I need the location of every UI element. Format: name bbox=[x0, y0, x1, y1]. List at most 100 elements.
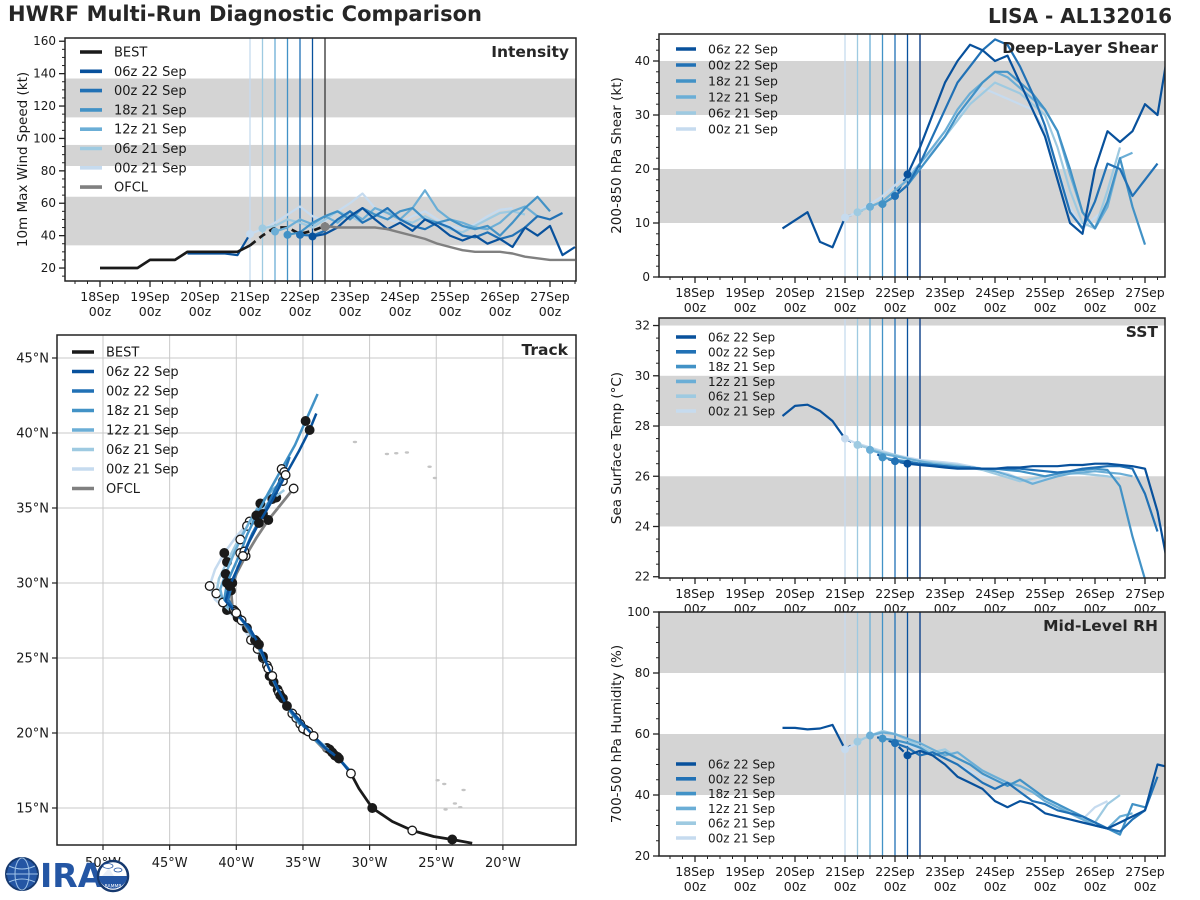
svg-text:30°N: 30°N bbox=[16, 577, 49, 592]
svg-text:35°W: 35°W bbox=[285, 856, 321, 871]
svg-text:OFCL: OFCL bbox=[114, 181, 149, 196]
svg-text:18Sep: 18Sep bbox=[675, 586, 715, 601]
svg-text:12z 21 Sep: 12z 21 Sep bbox=[708, 90, 778, 105]
svg-text:06z 22 Sep: 06z 22 Sep bbox=[708, 331, 775, 345]
svg-text:0: 0 bbox=[642, 270, 650, 284]
svg-text:00z: 00z bbox=[539, 304, 562, 319]
svg-text:21Sep: 21Sep bbox=[230, 289, 270, 304]
svg-text:Deep-Layer Shear: Deep-Layer Shear bbox=[1002, 39, 1158, 57]
intensity-legend: BEST 06z 22 Sep 00z 22 Sep 18z 21 Sep 12z 21… bbox=[80, 46, 187, 196]
svg-text:00z: 00z bbox=[684, 300, 707, 315]
svg-text:19Sep: 19Sep bbox=[130, 289, 170, 304]
svg-text:22: 22 bbox=[635, 570, 650, 584]
svg-text:18z 21 Sep: 18z 21 Sep bbox=[106, 404, 179, 419]
svg-text:12z 21 Sep: 12z 21 Sep bbox=[708, 375, 775, 389]
svg-text:21Sep: 21Sep bbox=[825, 864, 865, 879]
svg-text:00z: 00z bbox=[339, 304, 362, 319]
svg-text:10: 10 bbox=[635, 216, 650, 230]
svg-text:23Sep: 23Sep bbox=[330, 289, 370, 304]
svg-text:00z 22 Sep: 00z 22 Sep bbox=[708, 772, 775, 786]
svg-text:00z: 00z bbox=[1084, 879, 1107, 894]
svg-text:00z: 00z bbox=[239, 304, 262, 319]
svg-text:20Sep: 20Sep bbox=[180, 289, 220, 304]
svg-text:Mid-Level RH: Mid-Level RH bbox=[1043, 617, 1158, 635]
svg-text:200-850 hPa Shear (kt): 200-850 hPa Shear (kt) bbox=[609, 77, 625, 234]
svg-text:00z 21 Sep: 00z 21 Sep bbox=[708, 405, 775, 419]
svg-text:22Sep: 22Sep bbox=[875, 864, 915, 879]
svg-text:06z 21 Sep: 06z 21 Sep bbox=[114, 142, 187, 157]
svg-text:18z 21 Sep: 18z 21 Sep bbox=[708, 74, 778, 89]
rh-series bbox=[782, 723, 1165, 836]
svg-text:28: 28 bbox=[635, 419, 650, 433]
svg-text:00z 22 Sep: 00z 22 Sep bbox=[708, 345, 775, 359]
svg-text:40°N: 40°N bbox=[16, 427, 49, 442]
svg-text:00z 21 Sep: 00z 21 Sep bbox=[106, 463, 179, 478]
svg-text:60: 60 bbox=[635, 727, 650, 741]
svg-text:18z 21 Sep: 18z 21 Sep bbox=[708, 787, 775, 801]
svg-text:00z: 00z bbox=[439, 304, 462, 319]
svg-text:00z: 00z bbox=[734, 879, 757, 894]
svg-text:00z 22 Sep: 00z 22 Sep bbox=[106, 385, 179, 400]
svg-text:18Sep: 18Sep bbox=[675, 864, 715, 879]
svg-text:25Sep: 25Sep bbox=[1025, 586, 1065, 601]
svg-text:23Sep: 23Sep bbox=[925, 285, 965, 300]
svg-text:26: 26 bbox=[635, 469, 650, 483]
svg-text:00z: 00z bbox=[984, 300, 1007, 315]
svg-text:00z: 00z bbox=[289, 304, 312, 319]
svg-text:19Sep: 19Sep bbox=[725, 586, 765, 601]
svg-text:20: 20 bbox=[635, 849, 650, 863]
svg-text:40: 40 bbox=[635, 788, 650, 802]
svg-text:Intensity: Intensity bbox=[491, 43, 569, 61]
svg-text:00z: 00z bbox=[189, 304, 212, 319]
svg-text:12z 21 Sep: 12z 21 Sep bbox=[106, 424, 179, 439]
svg-text:00z: 00z bbox=[1034, 300, 1057, 315]
svg-text:00z: 00z bbox=[684, 879, 707, 894]
svg-text:80: 80 bbox=[41, 164, 56, 178]
svg-text:20°W: 20°W bbox=[485, 856, 521, 871]
svg-text:45°W: 45°W bbox=[152, 856, 188, 871]
svg-text:25°N: 25°N bbox=[16, 652, 49, 667]
svg-text:26Sep: 26Sep bbox=[1075, 285, 1115, 300]
svg-text:00z: 00z bbox=[784, 879, 807, 894]
svg-text:18z 21 Sep: 18z 21 Sep bbox=[114, 103, 187, 118]
storm-title: LISA - AL132016 bbox=[987, 4, 1172, 28]
svg-text:25Sep: 25Sep bbox=[1025, 285, 1065, 300]
svg-text:06z 22 Sep: 06z 22 Sep bbox=[114, 65, 187, 80]
svg-text:27Sep: 27Sep bbox=[1125, 864, 1165, 879]
svg-text:00z: 00z bbox=[734, 300, 757, 315]
svg-text:23Sep: 23Sep bbox=[925, 586, 965, 601]
track-legend: BEST 06z 22 Sep 00z 22 Sep 18z 21 Sep 12z 21… bbox=[72, 346, 179, 497]
svg-text:OFCL: OFCL bbox=[106, 482, 141, 497]
svg-text:Sea Surface Temp (°C): Sea Surface Temp (°C) bbox=[609, 372, 625, 524]
rammb-badge-text: RAMMB bbox=[105, 884, 122, 890]
svg-text:06z 21 Sep: 06z 21 Sep bbox=[708, 106, 778, 121]
svg-text:22Sep: 22Sep bbox=[875, 586, 915, 601]
cira-logo-text: IRA bbox=[40, 856, 104, 895]
svg-text:BEST: BEST bbox=[106, 346, 139, 361]
svg-text:60: 60 bbox=[41, 196, 56, 210]
svg-text:00z: 00z bbox=[89, 304, 112, 319]
svg-text:700-500 hPa Humidity (%): 700-500 hPa Humidity (%) bbox=[609, 645, 625, 823]
svg-text:19Sep: 19Sep bbox=[725, 864, 765, 879]
svg-text:32: 32 bbox=[635, 319, 650, 333]
svg-text:19Sep: 19Sep bbox=[725, 285, 765, 300]
svg-text:00z 21 Sep: 00z 21 Sep bbox=[708, 832, 775, 846]
svg-text:25Sep: 25Sep bbox=[430, 289, 470, 304]
svg-text:18Sep: 18Sep bbox=[675, 285, 715, 300]
svg-text:00z: 00z bbox=[884, 879, 907, 894]
svg-text:00z: 00z bbox=[934, 300, 957, 315]
svg-text:06z 22 Sep: 06z 22 Sep bbox=[708, 42, 778, 57]
svg-text:00z: 00z bbox=[834, 879, 857, 894]
svg-text:100: 100 bbox=[33, 131, 56, 145]
svg-text:BEST: BEST bbox=[114, 46, 147, 61]
svg-text:24Sep: 24Sep bbox=[380, 289, 420, 304]
rh-panel: 2040608010018Sep00z19Sep00z20Sep00z21Sep… bbox=[609, 605, 1166, 894]
svg-text:80: 80 bbox=[635, 666, 650, 680]
svg-text:06z 21 Sep: 06z 21 Sep bbox=[708, 390, 775, 404]
cira-logo: IRA RAMMB bbox=[5, 856, 130, 895]
svg-text:25Sep: 25Sep bbox=[1025, 864, 1065, 879]
svg-text:06z 21 Sep: 06z 21 Sep bbox=[106, 443, 179, 458]
